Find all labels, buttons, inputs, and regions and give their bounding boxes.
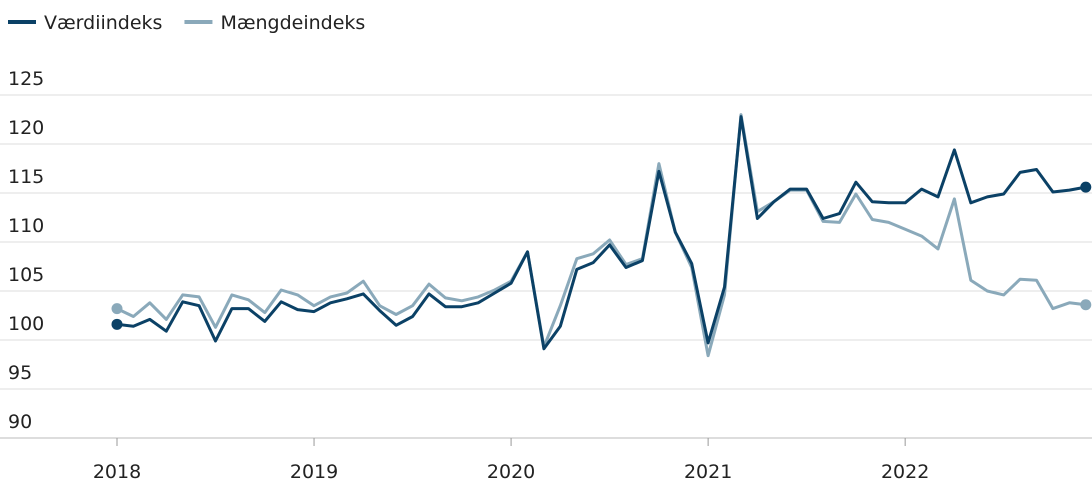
y-tick-label: 100	[8, 313, 44, 335]
x-tick-label: 2019	[290, 461, 338, 483]
line-series	[116, 115, 1087, 351]
legend-label: Værdiindeks	[44, 12, 162, 34]
end-point	[1080, 299, 1092, 311]
x-tick-label: 2021	[684, 461, 732, 483]
line-series	[116, 113, 1086, 358]
end-point	[111, 318, 123, 330]
y-tick-label: 90	[8, 411, 32, 433]
y-tick-label: 125	[8, 68, 44, 90]
y-tick-label: 115	[8, 166, 44, 188]
y-tick-label: 110	[8, 215, 44, 237]
x-tick-label: 2020	[487, 461, 535, 483]
end-point	[111, 303, 123, 315]
x-tick-label: 2022	[881, 461, 929, 483]
x-tick-label: 2018	[93, 461, 141, 483]
y-tick-label: 105	[8, 264, 44, 286]
end-point	[1080, 181, 1092, 193]
legend-label: Mængdeindeks	[220, 12, 365, 34]
y-tick-label: 120	[8, 117, 44, 139]
y-tick-label: 95	[8, 362, 32, 384]
